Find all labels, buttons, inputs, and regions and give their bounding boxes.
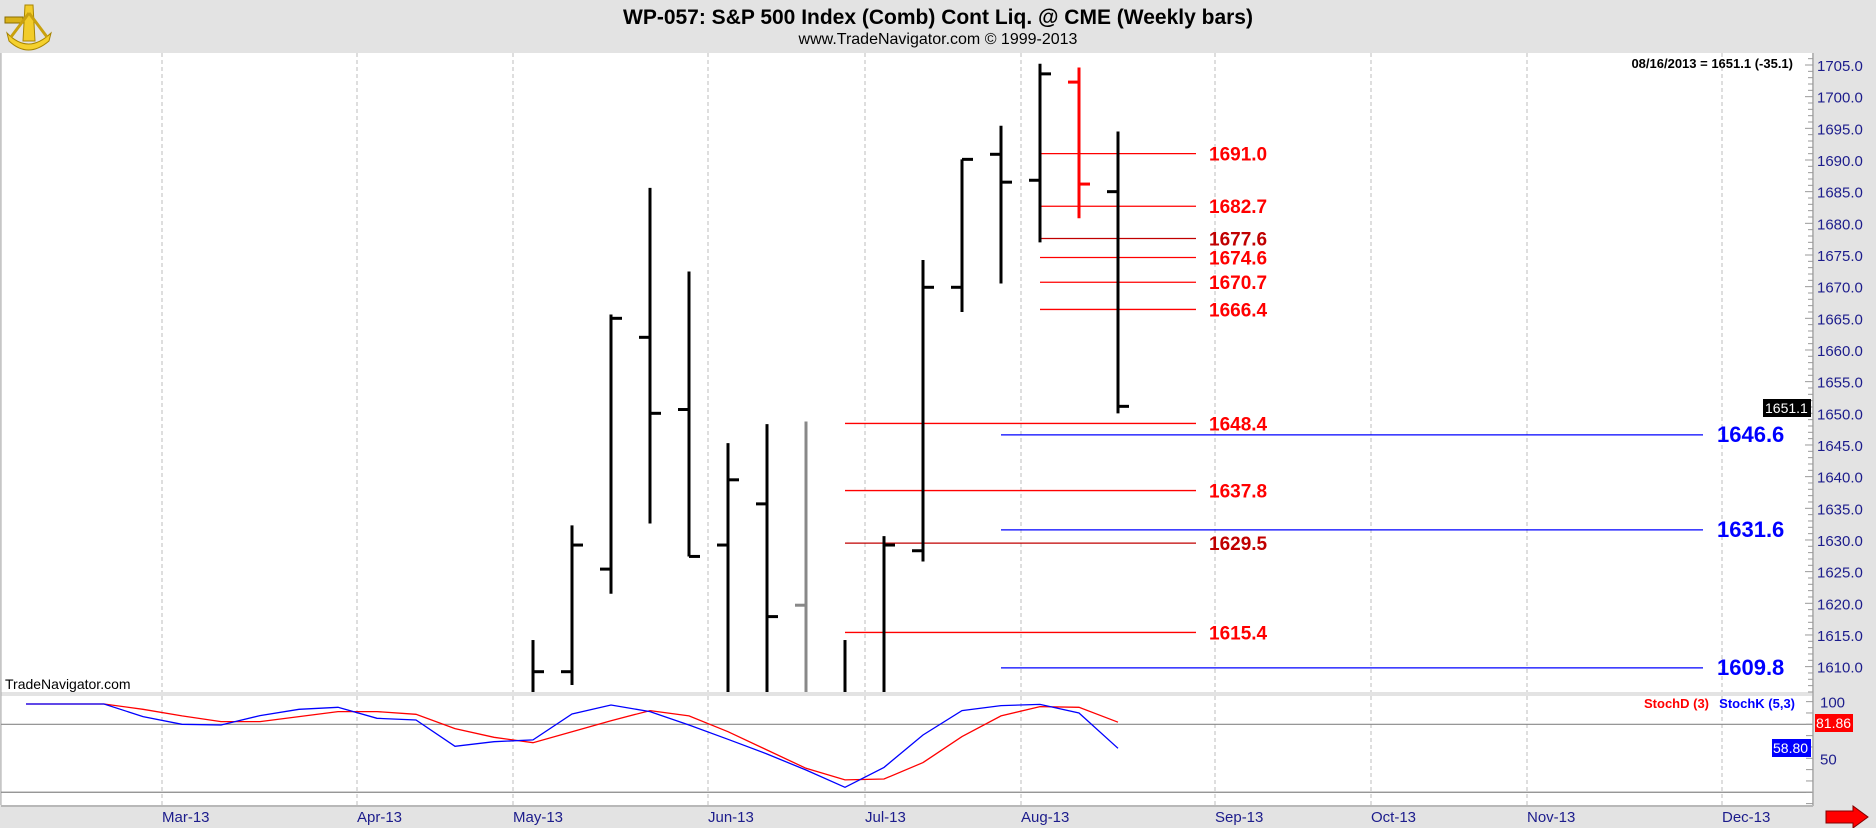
stoch-reference-lines — [1, 723, 1812, 793]
price-axis-label: 1705.0 — [1817, 58, 1863, 75]
ohlc-bar — [561, 525, 583, 686]
price-axis-label: 1655.0 — [1817, 375, 1863, 392]
ohlc-bar — [912, 260, 934, 562]
price-axis-label: 1700.0 — [1817, 90, 1863, 107]
month-label: May-13 — [513, 809, 563, 826]
ohlc-bar — [1107, 131, 1129, 414]
price-axis-label: 1615.0 — [1817, 628, 1863, 645]
stoch-lines — [25, 703, 1119, 789]
price-axis-label: 1640.0 — [1817, 470, 1863, 487]
last-value-text: 1651.1 — [1765, 400, 1808, 416]
ohlc-bar — [600, 314, 622, 594]
price-axis-label: 1695.0 — [1817, 121, 1863, 138]
level-label: 1631.6 — [1717, 517, 1784, 542]
month-label: Apr-13 — [357, 809, 402, 826]
month-label: Oct-13 — [1371, 809, 1416, 826]
price-axis-label: 1650.0 — [1817, 406, 1863, 423]
level-label: 1674.6 — [1209, 249, 1267, 270]
level-lines — [845, 153, 1703, 669]
stochk-line — [26, 703, 1119, 789]
stoch-axis: 100 50 — [1806, 695, 1845, 805]
ohlc-bar — [717, 443, 739, 692]
level-label: 1670.7 — [1209, 273, 1267, 294]
month-label: Jul-13 — [865, 809, 906, 826]
stochk-value-box: 58.80 — [1772, 739, 1811, 757]
price-axis-label: 1665.0 — [1817, 311, 1863, 328]
level-label: 1637.8 — [1209, 482, 1267, 503]
level-label: 1682.7 — [1209, 197, 1267, 218]
stochd-last-value: 81.86 — [1816, 715, 1851, 731]
watermark-text: TradeNavigator.com — [5, 676, 131, 692]
price-axis-label: 1630.0 — [1817, 533, 1863, 550]
price-axis-label: 1670.0 — [1817, 280, 1863, 297]
stochd-value-box: 81.86 — [1815, 714, 1853, 732]
ohlc-bar — [639, 187, 661, 524]
stochk-last-value: 58.80 — [1773, 740, 1808, 756]
price-pane — [1, 53, 1812, 692]
ohlc-bar — [1068, 67, 1090, 219]
month-gridlines — [161, 53, 1723, 805]
ohlc-bar — [756, 424, 778, 692]
stochastic-pane — [1, 696, 1812, 805]
price-axis-label: 1680.0 — [1817, 216, 1863, 233]
chart-subtitle: www.TradeNavigator.com © 1999-2013 — [798, 31, 1078, 48]
stoch-axis-label: 100 — [1820, 695, 1845, 712]
price-axis-label: 1685.0 — [1817, 185, 1863, 202]
stochd-line — [26, 703, 1119, 781]
price-axis-label: 1635.0 — [1817, 501, 1863, 518]
month-label: Aug-13 — [1021, 809, 1069, 826]
level-label: 1646.6 — [1717, 422, 1784, 447]
level-label: 1691.0 — [1209, 145, 1267, 166]
level-label: 1666.4 — [1209, 300, 1268, 321]
price-axis: 1705.0 1700.0 1695.0 1690.0 1685.0 1680.0 1675… — [1805, 58, 1863, 693]
scroll-right-arrow-icon[interactable] — [1825, 805, 1869, 828]
sextant-logo-icon — [4, 4, 52, 51]
month-label: Mar-13 — [162, 809, 210, 826]
price-axis-label: 1690.0 — [1817, 153, 1863, 170]
level-label: 1609.8 — [1717, 655, 1784, 680]
ohlc-bar — [951, 157, 973, 312]
price-bars — [531, 63, 1129, 692]
month-label: Sep-13 — [1215, 809, 1263, 826]
price-axis-label: 1610.0 — [1817, 660, 1863, 677]
ohlc-bar — [990, 125, 1012, 284]
ohlc-bar — [1029, 63, 1051, 243]
ohlc-bar — [678, 271, 700, 558]
legend-stochk: StochK (5,3) — [1719, 696, 1795, 711]
level-label: 1629.5 — [1209, 534, 1268, 555]
last-value-box: 1651.1 — [1763, 399, 1811, 417]
level-label: 1615.4 — [1209, 623, 1268, 644]
chart-title: WP-057: S&P 500 Index (Comb) Cont Liq. @… — [623, 6, 1253, 29]
month-label: Nov-13 — [1527, 809, 1575, 826]
price-axis-label: 1675.0 — [1817, 248, 1863, 265]
date-axis: Mar-13 Apr-13 May-13 Jun-13 Jul-13 Aug-13 Sep-… — [162, 809, 1770, 826]
ohlc-bar — [795, 421, 808, 692]
last-bar-info: 08/16/2013 = 1651.1 (-35.1) — [1631, 56, 1793, 71]
price-axis-label: 1645.0 — [1817, 438, 1863, 455]
legend-stochd: StochD (3) — [1644, 696, 1709, 711]
level-label: 1677.6 — [1209, 230, 1267, 251]
ohlc-bar — [882, 536, 895, 692]
level-label: 1648.4 — [1209, 414, 1268, 435]
month-label: Jun-13 — [708, 809, 754, 826]
price-axis-label: 1660.0 — [1817, 343, 1863, 360]
ohlc-bar — [531, 640, 544, 692]
stoch-axis-label: 50 — [1820, 751, 1837, 768]
price-axis-label: 1620.0 — [1817, 596, 1863, 613]
month-label: Dec-13 — [1722, 809, 1770, 826]
price-axis-label: 1625.0 — [1817, 565, 1863, 582]
